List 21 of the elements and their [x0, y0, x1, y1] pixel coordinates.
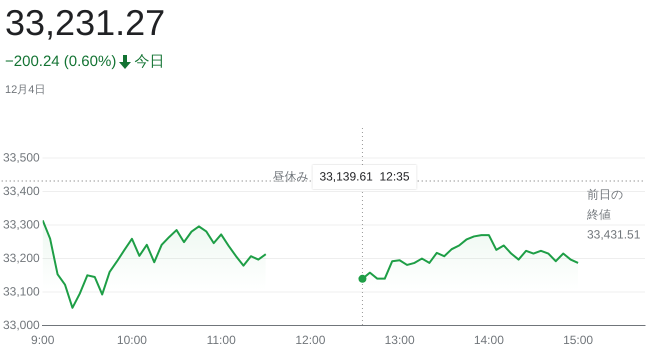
x-tick-label: 15:00 — [563, 333, 594, 348]
y-tick-label: 33,100 — [3, 284, 40, 298]
chart-title: 33,231.27 — [5, 2, 166, 44]
x-tick-label: 14:00 — [474, 333, 504, 348]
y-tick-label: 33,300 — [3, 217, 40, 232]
annotation: 33,139.61 12:35 — [319, 169, 410, 184]
text: 12月4日 — [5, 83, 46, 97]
x-tick-label: 13:00 — [384, 333, 415, 348]
annotation: 33,431.51 — [587, 227, 641, 242]
chart-subtitle: −200.24 (0.60%) — [5, 53, 116, 70]
y-tick-label: 33,500 — [3, 150, 40, 164]
annotation: 昼休み — [272, 169, 308, 184]
y-tick-label: 33,400 — [3, 184, 40, 198]
x-tick-label: 11:00 — [206, 333, 236, 348]
x-tick-label: 10:00 — [116, 333, 148, 348]
x-tick-label: 12:00 — [295, 333, 326, 348]
text: 今日 — [134, 52, 164, 71]
y-tick-label: 33,200 — [3, 250, 40, 265]
x-tick-label: 9:00 — [31, 333, 55, 348]
ref-line-label: 前日の終値 — [586, 187, 623, 222]
y-tick-label: 33,000 — [3, 318, 40, 332]
